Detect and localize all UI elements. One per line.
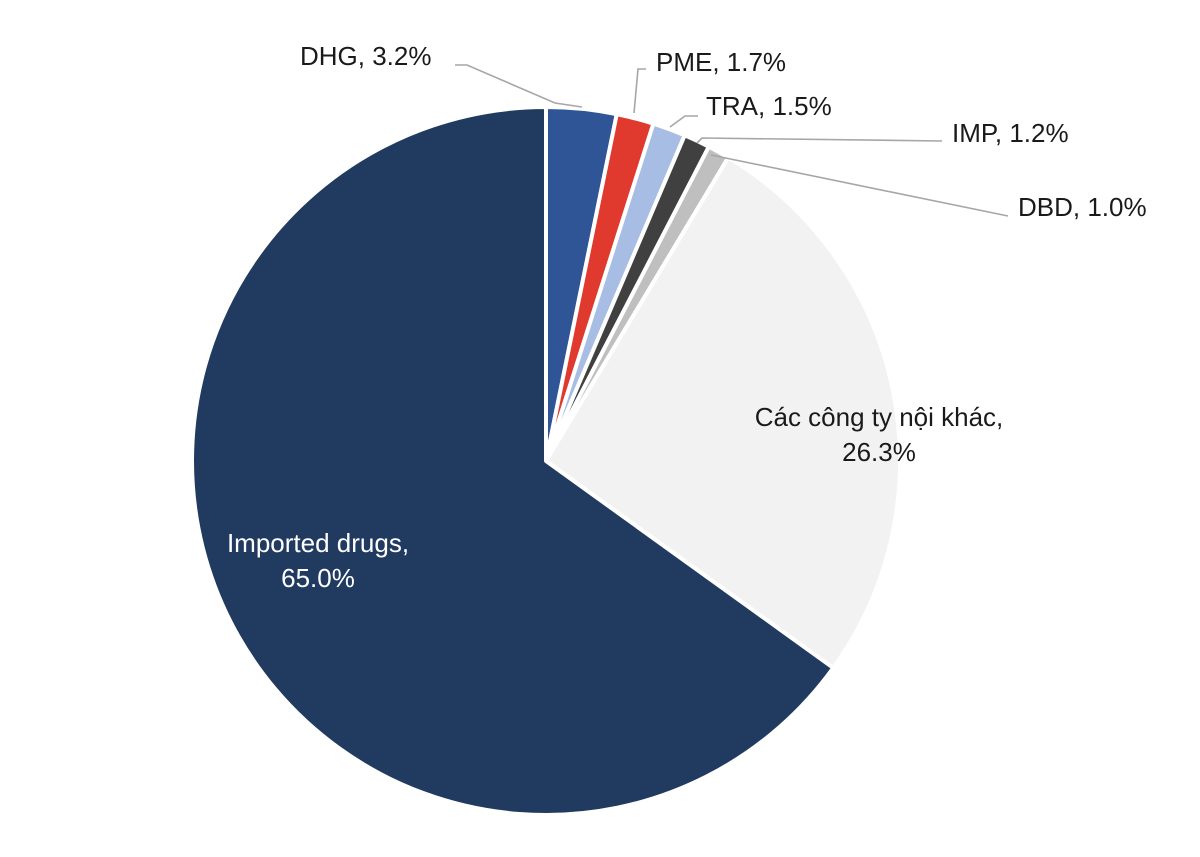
leader-line-dhg [455, 64, 583, 108]
slice-label-imp: IMP, 1.2% [952, 118, 1069, 148]
slice-label-dhg: DHG, 3.2% [300, 41, 432, 71]
slice-label-cac-cong-ty-noi-khac: Các công ty nội khác, 26.3% [755, 402, 1004, 467]
leader-line-dbd [710, 154, 1009, 217]
pie-slice-imported-drugs [190, 105, 836, 817]
slice-label-pme: PME, 1.7% [656, 47, 786, 77]
slice-label-imported-drugs: Imported drugs, 65.0% [227, 528, 409, 593]
leader-line-pme [633, 68, 646, 114]
slice-label-line: 26.3% [842, 437, 916, 467]
leader-line-imp [696, 137, 943, 144]
pie-slices [190, 105, 902, 817]
slice-label-dbd: DBD, 1.0% [1018, 192, 1147, 222]
slice-label-tra: TRA, 1.5% [706, 91, 832, 121]
slice-label-line: 65.0% [281, 563, 355, 593]
slice-label-line: Imported drugs, [227, 528, 409, 558]
pie-slice-cac-cong-ty-noi-khac [544, 155, 902, 670]
slice-labels: DHG, 3.2% PME, 1.7% TRA, 1.5% IMP, 1.2% DBD,… [227, 41, 1147, 593]
leader-lines [455, 64, 1009, 217]
slice-label-line: Các công ty nội khác, [755, 402, 1004, 432]
leader-line-tra [669, 115, 698, 128]
